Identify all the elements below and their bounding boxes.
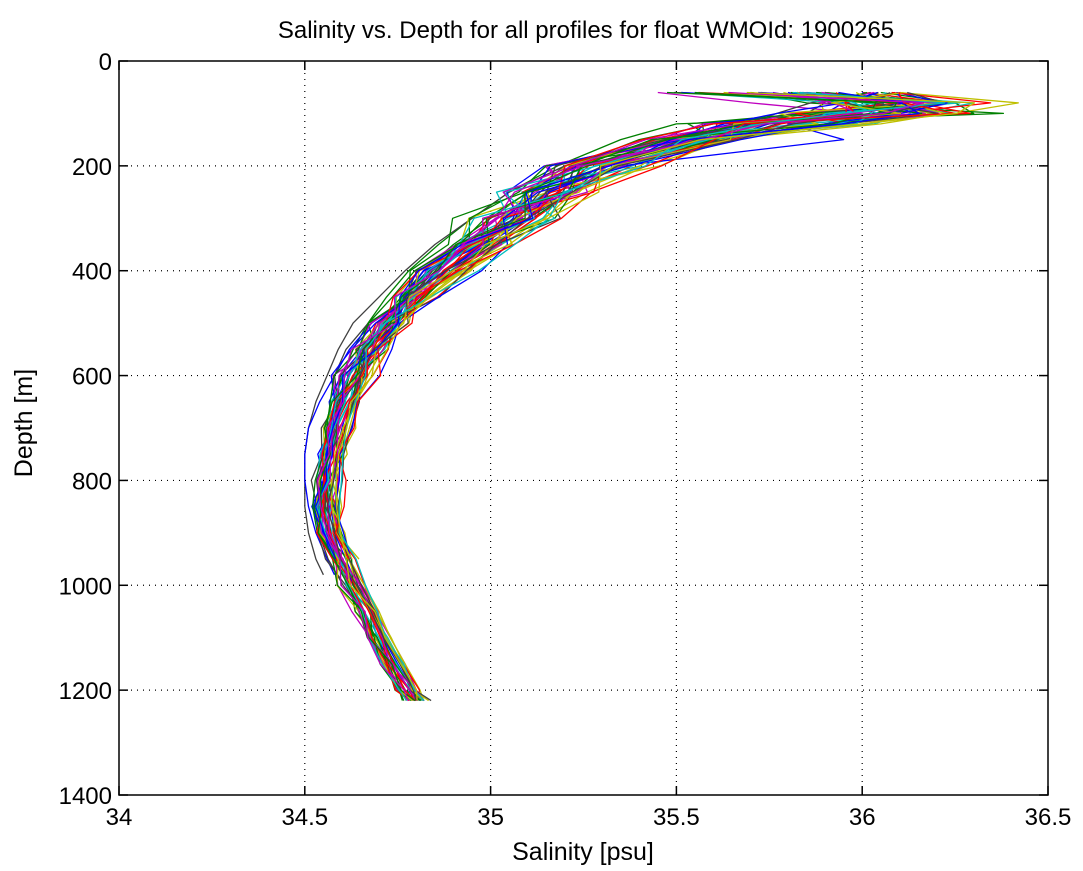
chart-title: Salinity vs. Depth for all profiles for … xyxy=(278,17,894,44)
profile-line xyxy=(333,91,908,701)
profile-line xyxy=(327,91,942,701)
y-tick-label: 0 xyxy=(99,49,112,76)
y-tick-label: 1200 xyxy=(59,678,112,705)
x-axis-label: Salinity [psu] xyxy=(512,838,654,866)
profile-line xyxy=(316,91,925,701)
y-tick-label: 1000 xyxy=(59,573,112,600)
profile-line xyxy=(318,91,927,701)
profile-line xyxy=(335,91,976,701)
x-tick-label: 34 xyxy=(106,804,133,831)
profile-line xyxy=(313,91,950,702)
x-tick-label: 36 xyxy=(849,804,876,831)
profile-line xyxy=(331,91,946,702)
profile-line xyxy=(324,91,954,701)
profile-line xyxy=(324,91,975,701)
profile-line xyxy=(312,91,877,701)
profile-line xyxy=(335,91,1019,701)
profile-lines xyxy=(304,91,1019,702)
profile-line xyxy=(332,91,992,701)
y-tick-labels: 0 200 400 600 800 1000 1200 1400 xyxy=(59,49,112,810)
profile-line xyxy=(334,91,948,560)
profile-line xyxy=(324,91,900,702)
y-tick-label: 400 xyxy=(72,259,112,286)
x-tick-label: 36.5 xyxy=(1025,804,1072,831)
x-tick-label: 35.5 xyxy=(653,804,700,831)
y-tick-label: 200 xyxy=(72,154,112,181)
profile-line xyxy=(327,91,923,701)
profile-line xyxy=(337,91,939,702)
y-axis-label: Depth [m] xyxy=(10,369,38,477)
profile-line xyxy=(314,91,920,560)
profile-line xyxy=(327,91,957,701)
profile-line xyxy=(330,91,911,702)
axis-ticks xyxy=(118,60,1049,796)
profile-line xyxy=(316,91,942,702)
y-tick-label: 800 xyxy=(72,468,112,495)
profile-line xyxy=(315,91,943,702)
profile-line xyxy=(324,91,873,702)
plot-frame xyxy=(118,60,1049,796)
profile-line xyxy=(326,91,945,701)
profile-line xyxy=(338,91,946,702)
x-tick-label: 35 xyxy=(477,804,504,831)
y-tick-label: 1400 xyxy=(59,783,112,810)
x-tick-labels: 34 34.5 35 35.5 36 36.5 xyxy=(106,804,1072,831)
profile-line xyxy=(323,91,956,701)
profile-line xyxy=(330,91,932,702)
profile-line xyxy=(321,91,898,701)
profile-line xyxy=(322,91,975,701)
x-tick-label: 34.5 xyxy=(281,804,328,831)
y-tick-label: 600 xyxy=(72,364,112,391)
profile-line xyxy=(329,91,940,701)
profile-line xyxy=(326,91,1005,701)
profile-line xyxy=(316,91,902,702)
grid xyxy=(119,61,1048,795)
